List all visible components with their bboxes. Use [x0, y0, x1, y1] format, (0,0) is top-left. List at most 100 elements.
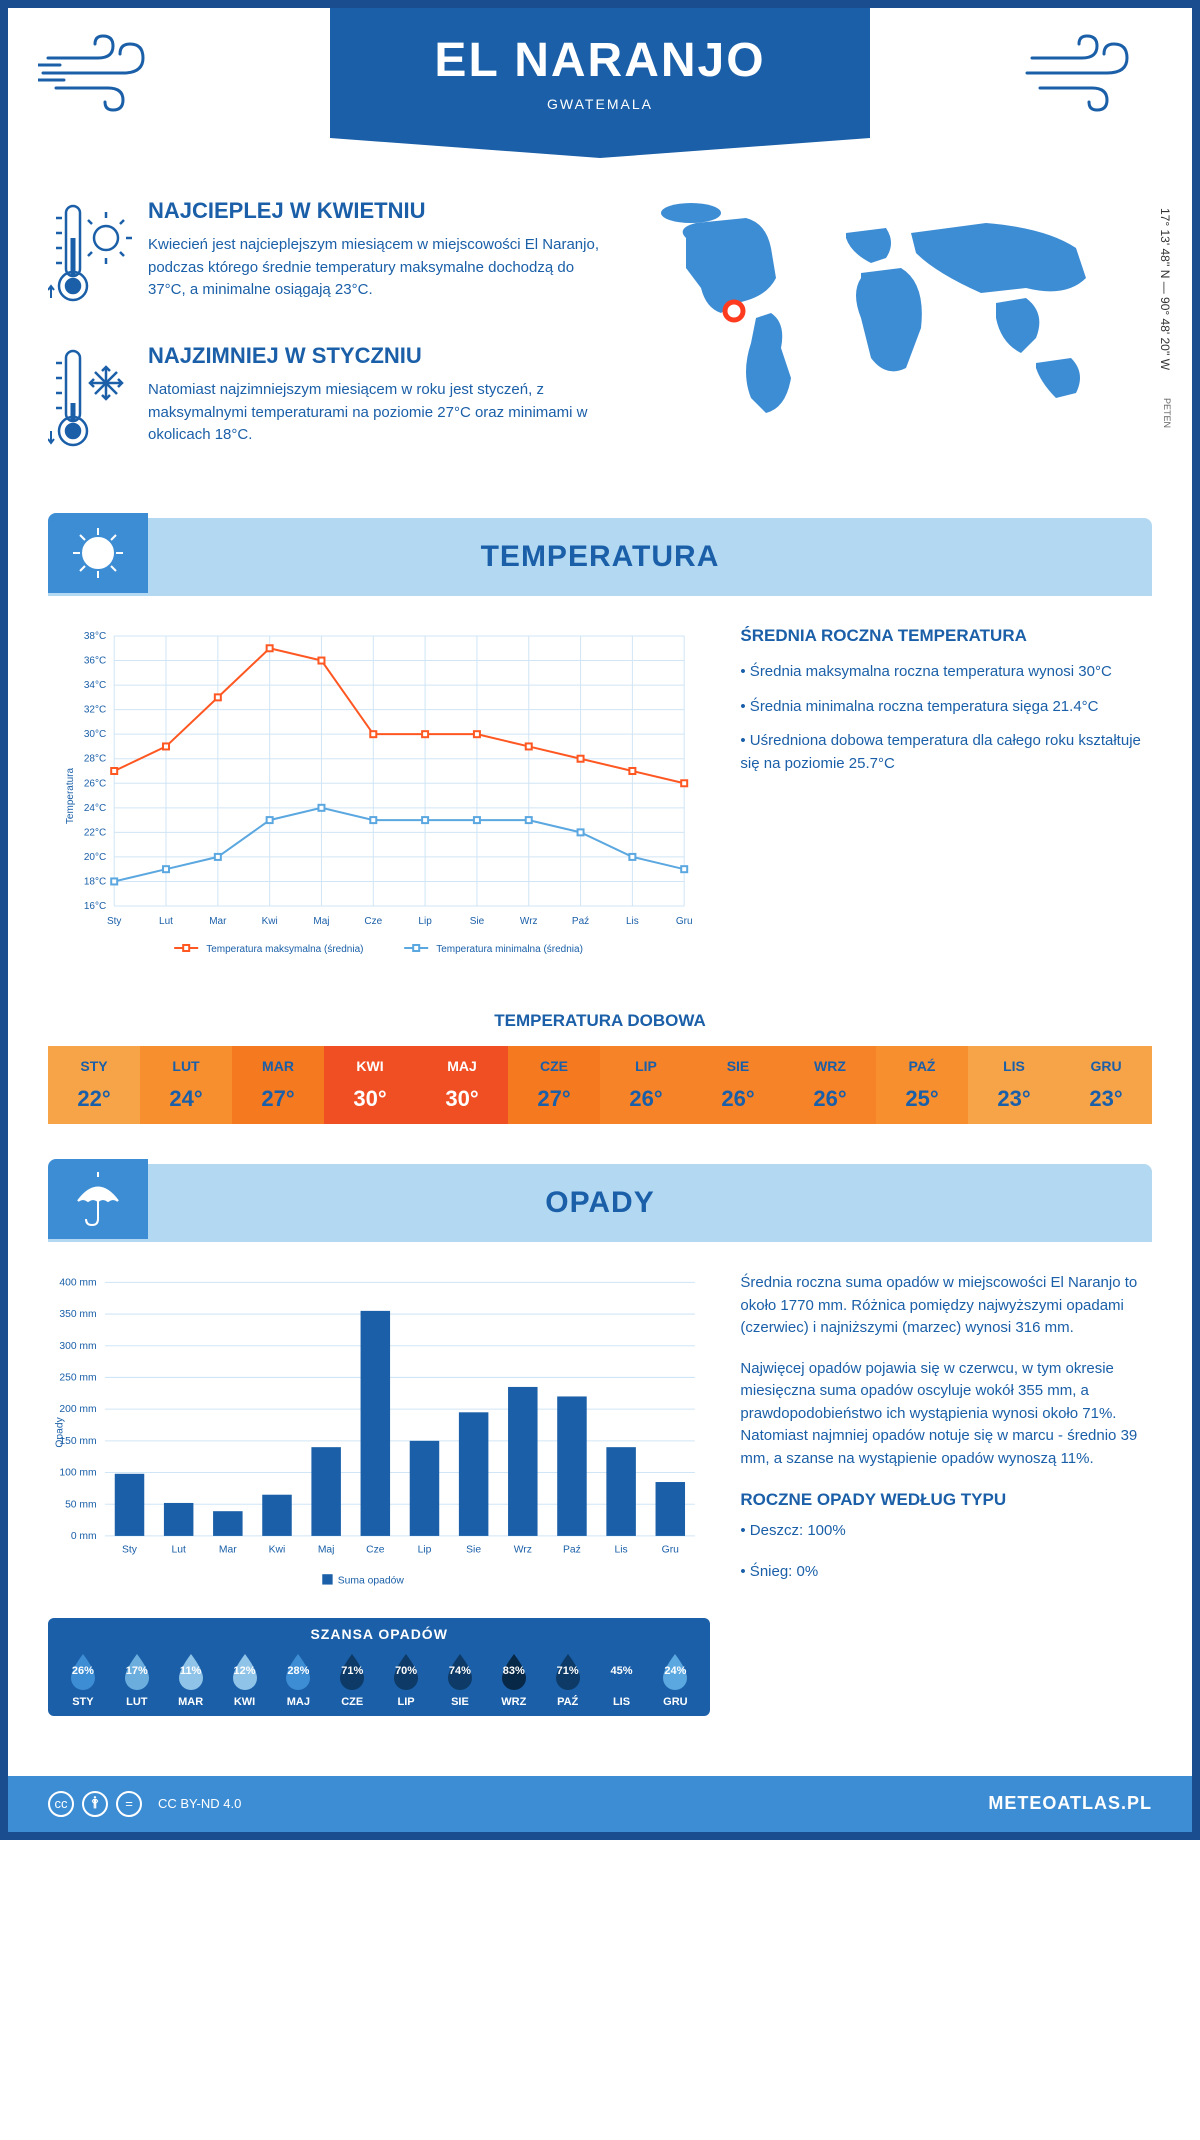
- svg-text:32°C: 32°C: [84, 705, 106, 716]
- city-name: EL NARANJO: [330, 33, 870, 88]
- temp-info: ŚREDNIA ROCZNA TEMPERATURA • Średnia mak…: [710, 626, 1152, 971]
- thermometer-cold-icon: [48, 343, 148, 458]
- svg-text:0 mm: 0 mm: [71, 1531, 97, 1542]
- svg-text:Temperatura: Temperatura: [65, 767, 76, 824]
- rain-chance-cell: 45%LIS: [595, 1650, 649, 1708]
- daily-temp-cell: KWI30°: [324, 1046, 416, 1124]
- footer: cc 🛉 = CC BY-ND 4.0 METEOATLAS.PL: [8, 1776, 1192, 1832]
- svg-text:Paź: Paź: [563, 1544, 581, 1555]
- svg-text:26°C: 26°C: [84, 778, 106, 789]
- opady-section: 0 mm50 mm100 mm150 mm200 mm250 mm300 mm3…: [8, 1242, 1192, 1746]
- daily-temp-cell: MAJ30°: [416, 1046, 508, 1124]
- daily-temp-cell: GRU23°: [1060, 1046, 1152, 1124]
- svg-text:50 mm: 50 mm: [65, 1499, 97, 1510]
- sun-icon: [48, 513, 148, 593]
- opady-type-line1: • Deszcz: 100%: [740, 1520, 1152, 1543]
- svg-text:300 mm: 300 mm: [59, 1341, 96, 1352]
- daily-temp-table: STY22°LUT24°MAR27°KWI30°MAJ30°CZE27°LIP2…: [48, 1046, 1152, 1124]
- cold-title: NAJZIMNIEJ W STYCZNIU: [148, 343, 600, 369]
- daily-temp-title: TEMPERATURA DOBOWA: [8, 1011, 1192, 1031]
- svg-text:Mar: Mar: [219, 1544, 237, 1555]
- temp-section-title: TEMPERATURA: [70, 540, 1130, 574]
- opady-chart-wrapper: 0 mm50 mm100 mm150 mm200 mm250 mm300 mm3…: [48, 1272, 710, 1716]
- svg-text:Gru: Gru: [662, 1544, 679, 1555]
- page: EL NARANJO GWATEMALA NAJCIEPLEJ W KWIETN…: [0, 0, 1200, 1840]
- opady-text1: Średnia roczna suma opadów w miejscowośc…: [740, 1272, 1152, 1340]
- rain-chance-cell: 70%LIP: [379, 1650, 433, 1708]
- daily-temp-cell: LIP26°: [600, 1046, 692, 1124]
- coordinates: 17° 13' 48'' N — 90° 48' 20'' W: [1158, 208, 1172, 370]
- rain-chance-box: SZANSA OPADÓW 26%STY17%LUT11%MAR12%KWI28…: [48, 1618, 710, 1716]
- nd-icon: =: [116, 1791, 142, 1817]
- header-banner: EL NARANJO GWATEMALA: [330, 8, 870, 138]
- hot-title: NAJCIEPLEJ W KWIETNIU: [148, 198, 600, 224]
- temp-section: 16°C18°C20°C22°C24°C26°C28°C30°C32°C34°C…: [8, 596, 1192, 1001]
- svg-text:Paź: Paź: [572, 916, 589, 927]
- svg-text:Lis: Lis: [615, 1544, 628, 1555]
- svg-text:250 mm: 250 mm: [59, 1373, 96, 1384]
- by-icon: 🛉: [82, 1791, 108, 1817]
- umbrella-icon: [48, 1159, 148, 1239]
- svg-text:18°C: 18°C: [84, 876, 106, 887]
- opady-bar-chart: 0 mm50 mm100 mm150 mm200 mm250 mm300 mm3…: [48, 1272, 710, 1593]
- opady-text2: Najwięcej opadów pojawia się w czerwcu, …: [740, 1358, 1152, 1471]
- rain-chance-cell: 71%PAŹ: [541, 1650, 595, 1708]
- svg-text:Sty: Sty: [122, 1544, 138, 1555]
- info-right: 17° 13' 48'' N — 90° 48' 20'' W PETEN: [600, 198, 1152, 488]
- svg-text:100 mm: 100 mm: [59, 1468, 96, 1479]
- opady-type-title: ROCZNE OPADY WEDŁUG TYPU: [740, 1490, 1152, 1510]
- temp-info-line1: • Średnia maksymalna roczna temperatura …: [740, 661, 1152, 684]
- wind-icon-left: [38, 28, 178, 123]
- site-name: METEOATLAS.PL: [988, 1793, 1152, 1814]
- hot-text: NAJCIEPLEJ W KWIETNIU Kwiecień jest najc…: [148, 198, 600, 313]
- svg-text:Kwi: Kwi: [269, 1544, 286, 1555]
- svg-text:Kwi: Kwi: [262, 916, 278, 927]
- svg-text:Wrz: Wrz: [520, 916, 538, 927]
- region-name: PETEN: [1162, 398, 1172, 428]
- rain-chance-title: SZANSA OPADÓW: [56, 1626, 702, 1642]
- daily-temp-cell: SIE26°: [692, 1046, 784, 1124]
- rain-chance-cell: 74%SIE: [433, 1650, 487, 1708]
- section-header-temp: TEMPERATURA: [48, 518, 1152, 596]
- header: EL NARANJO GWATEMALA: [8, 8, 1192, 178]
- rain-chance-cell: 11%MAR: [164, 1650, 218, 1708]
- svg-text:38°C: 38°C: [84, 631, 106, 642]
- cold-text: NAJZIMNIEJ W STYCZNIU Natomiast najzimni…: [148, 343, 600, 458]
- svg-text:Lut: Lut: [171, 1544, 185, 1555]
- opady-type-line2: • Śnieg: 0%: [740, 1561, 1152, 1584]
- world-map: [600, 198, 1152, 438]
- cold-desc: Natomiast najzimniejszym miesiącem w rok…: [148, 379, 600, 447]
- wind-icon-right: [1022, 28, 1162, 123]
- cc-icon: cc: [48, 1791, 74, 1817]
- rain-chance-cell: 26%STY: [56, 1650, 110, 1708]
- daily-temp-cell: LIS23°: [968, 1046, 1060, 1124]
- svg-text:16°C: 16°C: [84, 901, 106, 912]
- svg-text:34°C: 34°C: [84, 680, 106, 691]
- rain-chance-row: 26%STY17%LUT11%MAR12%KWI28%MAJ71%CZE70%L…: [56, 1650, 702, 1708]
- svg-text:Temperatura maksymalna (średni: Temperatura maksymalna (średnia): [206, 944, 363, 955]
- svg-text:Cze: Cze: [364, 916, 382, 927]
- svg-text:Opady: Opady: [54, 1416, 65, 1447]
- rain-chance-cell: 71%CZE: [325, 1650, 379, 1708]
- temp-info-line2: • Średnia minimalna roczna temperatura s…: [740, 696, 1152, 719]
- svg-text:Lis: Lis: [626, 916, 639, 927]
- temp-info-line3: • Uśredniona dobowa temperatura dla całe…: [740, 730, 1152, 775]
- daily-temp-cell: MAR27°: [232, 1046, 324, 1124]
- svg-text:200 mm: 200 mm: [59, 1404, 96, 1415]
- opady-info: Średnia roczna suma opadów w miejscowośc…: [710, 1272, 1152, 1716]
- svg-text:28°C: 28°C: [84, 754, 106, 765]
- daily-temp-cell: LUT24°: [140, 1046, 232, 1124]
- rain-chance-cell: 83%WRZ: [487, 1650, 541, 1708]
- svg-text:24°C: 24°C: [84, 803, 106, 814]
- temp-info-title: ŚREDNIA ROCZNA TEMPERATURA: [740, 626, 1152, 646]
- opady-section-title: OPADY: [70, 1186, 1130, 1220]
- svg-text:Sie: Sie: [470, 916, 485, 927]
- hot-desc: Kwiecień jest najcieplejszym miesiącem w…: [148, 234, 600, 302]
- country-name: GWATEMALA: [330, 96, 870, 112]
- svg-text:Suma opadów: Suma opadów: [338, 1576, 405, 1587]
- section-header-opady: OPADY: [48, 1164, 1152, 1242]
- svg-text:350 mm: 350 mm: [59, 1309, 96, 1320]
- rain-chance-cell: 12%KWI: [218, 1650, 272, 1708]
- temp-line-chart: 16°C18°C20°C22°C24°C26°C28°C30°C32°C34°C…: [48, 626, 710, 971]
- cold-block: NAJZIMNIEJ W STYCZNIU Natomiast najzimni…: [48, 343, 600, 458]
